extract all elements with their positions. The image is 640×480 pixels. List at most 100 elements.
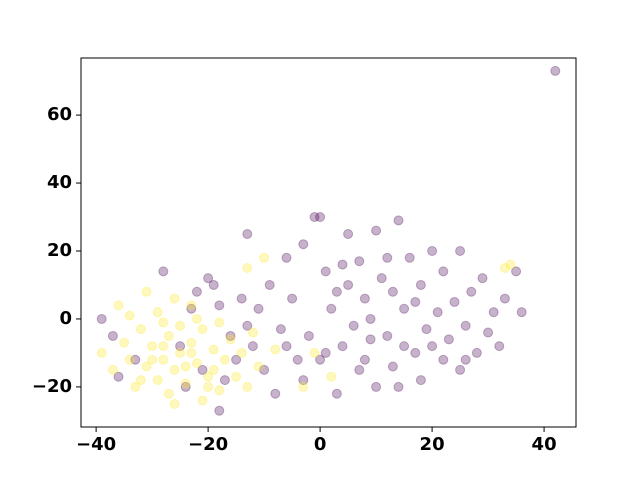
point bbox=[359, 293, 370, 304]
point bbox=[214, 405, 225, 416]
point bbox=[320, 266, 331, 277]
point bbox=[208, 344, 219, 355]
point bbox=[382, 252, 393, 263]
point bbox=[107, 364, 118, 375]
point bbox=[175, 341, 186, 352]
point bbox=[387, 286, 398, 297]
point bbox=[427, 245, 438, 256]
point bbox=[219, 375, 230, 386]
point bbox=[186, 303, 197, 314]
point bbox=[298, 375, 309, 386]
point bbox=[236, 347, 247, 358]
point bbox=[399, 341, 410, 352]
point bbox=[242, 381, 253, 392]
point bbox=[141, 286, 152, 297]
point bbox=[499, 262, 510, 273]
point bbox=[303, 330, 314, 341]
y-tick-label: 0 bbox=[59, 308, 72, 329]
point bbox=[197, 364, 208, 375]
point bbox=[96, 313, 107, 324]
point bbox=[281, 341, 292, 352]
point bbox=[443, 334, 454, 345]
point bbox=[494, 341, 505, 352]
point bbox=[113, 300, 124, 311]
point bbox=[287, 293, 298, 304]
point bbox=[214, 385, 225, 396]
point bbox=[348, 320, 359, 331]
point bbox=[259, 364, 270, 375]
point bbox=[180, 361, 191, 372]
point bbox=[135, 375, 146, 386]
point bbox=[371, 225, 382, 236]
point bbox=[180, 381, 191, 392]
point bbox=[259, 252, 270, 263]
y-tick-label: 20 bbox=[47, 240, 72, 261]
point bbox=[242, 229, 253, 240]
point bbox=[158, 266, 169, 277]
x-tick-label: 20 bbox=[420, 434, 445, 455]
point bbox=[191, 286, 202, 297]
point bbox=[460, 354, 471, 365]
point bbox=[427, 341, 438, 352]
point bbox=[247, 341, 258, 352]
point bbox=[180, 378, 191, 389]
point bbox=[315, 212, 326, 223]
point bbox=[449, 296, 460, 307]
point bbox=[124, 354, 135, 365]
point bbox=[214, 317, 225, 328]
point bbox=[432, 307, 443, 318]
point bbox=[298, 239, 309, 250]
point bbox=[147, 354, 158, 365]
point bbox=[197, 395, 208, 406]
point bbox=[203, 381, 214, 392]
point bbox=[298, 381, 309, 392]
point bbox=[119, 337, 130, 348]
point bbox=[264, 279, 275, 290]
point bbox=[315, 354, 326, 365]
point bbox=[471, 347, 482, 358]
y-tick-label: −20 bbox=[32, 376, 72, 397]
x-tick-label: −20 bbox=[188, 434, 228, 455]
point bbox=[152, 375, 163, 386]
point bbox=[365, 334, 376, 345]
point bbox=[191, 313, 202, 324]
point bbox=[410, 347, 421, 358]
point bbox=[438, 266, 449, 277]
y-tick-label: 60 bbox=[47, 104, 72, 125]
point bbox=[326, 303, 337, 314]
point bbox=[421, 324, 432, 335]
point bbox=[550, 65, 561, 76]
point bbox=[253, 303, 264, 314]
point bbox=[225, 330, 236, 341]
plot-frame bbox=[80, 57, 577, 428]
point bbox=[186, 337, 197, 348]
point bbox=[158, 354, 169, 365]
point bbox=[107, 330, 118, 341]
point bbox=[270, 344, 281, 355]
point bbox=[124, 310, 135, 321]
point bbox=[135, 324, 146, 335]
point bbox=[516, 307, 527, 318]
point bbox=[393, 381, 404, 392]
point bbox=[141, 361, 152, 372]
point bbox=[343, 279, 354, 290]
point bbox=[359, 354, 370, 365]
point bbox=[242, 320, 253, 331]
point bbox=[466, 286, 477, 297]
point bbox=[163, 330, 174, 341]
point bbox=[387, 361, 398, 372]
x-tick-label: 40 bbox=[532, 434, 557, 455]
point bbox=[399, 303, 410, 314]
point bbox=[231, 354, 242, 365]
point bbox=[331, 286, 342, 297]
point bbox=[163, 388, 174, 399]
point bbox=[326, 371, 337, 382]
point bbox=[175, 347, 186, 358]
point bbox=[343, 229, 354, 240]
point bbox=[382, 330, 393, 341]
point bbox=[320, 347, 331, 358]
point bbox=[186, 300, 197, 311]
point bbox=[309, 347, 320, 358]
point bbox=[365, 313, 376, 324]
